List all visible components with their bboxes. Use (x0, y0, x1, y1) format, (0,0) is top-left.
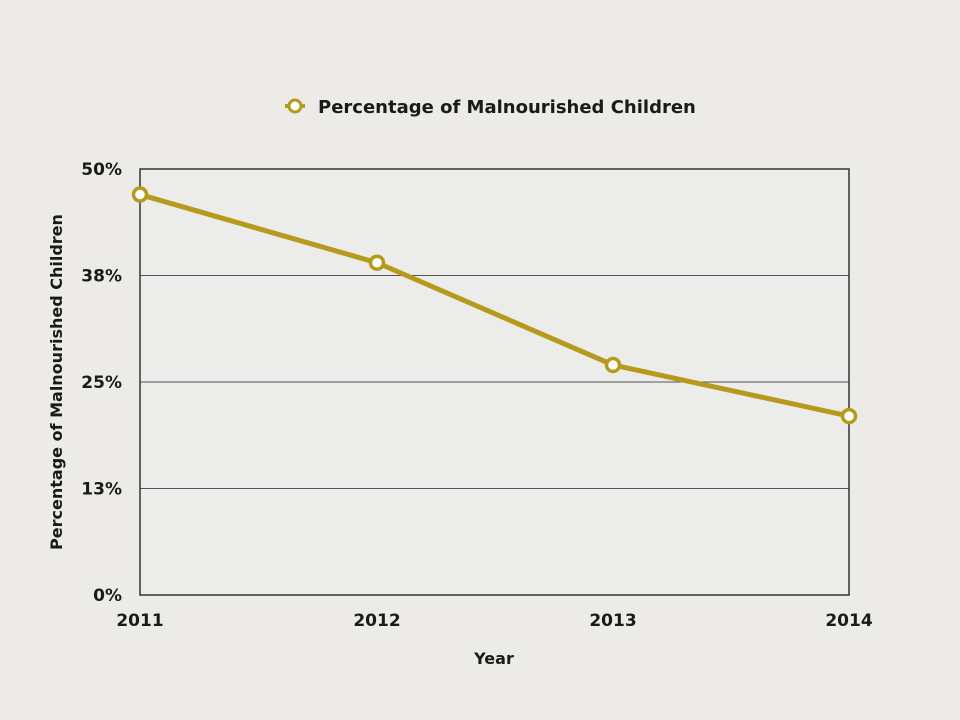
legend-label: Percentage of Malnourished Children (318, 97, 696, 118)
y-tick-label: 13% (81, 480, 122, 500)
y-tick-label: 0% (93, 586, 122, 606)
x-axis-title: Year (473, 649, 514, 668)
legend: Percentage of Malnourished Children (285, 97, 696, 118)
data-point (131, 186, 149, 203)
y-axis-title: Percentage of Malnourished Children (47, 214, 66, 550)
series-layer (131, 186, 858, 425)
plot-border (139, 168, 850, 596)
data-point (840, 407, 858, 425)
y-tick-label: 25% (81, 373, 122, 393)
x-tick-label: 2011 (116, 611, 163, 631)
x-tick-labels: 2011 2012 2013 2014 (116, 611, 872, 631)
data-point (604, 356, 622, 374)
y-tick-label: 50% (81, 160, 122, 180)
data-point (368, 254, 386, 271)
series-line (137, 192, 852, 419)
y-tick-label: 38% (81, 267, 122, 287)
x-tick-label: 2012 (353, 611, 400, 631)
y-tick-labels: 0% 13% 25% 38% 50% (81, 160, 122, 606)
x-tick-label: 2013 (589, 611, 636, 631)
gridlines (140, 275, 849, 489)
x-tick-label: 2014 (825, 611, 872, 631)
legend-marker (287, 98, 303, 114)
